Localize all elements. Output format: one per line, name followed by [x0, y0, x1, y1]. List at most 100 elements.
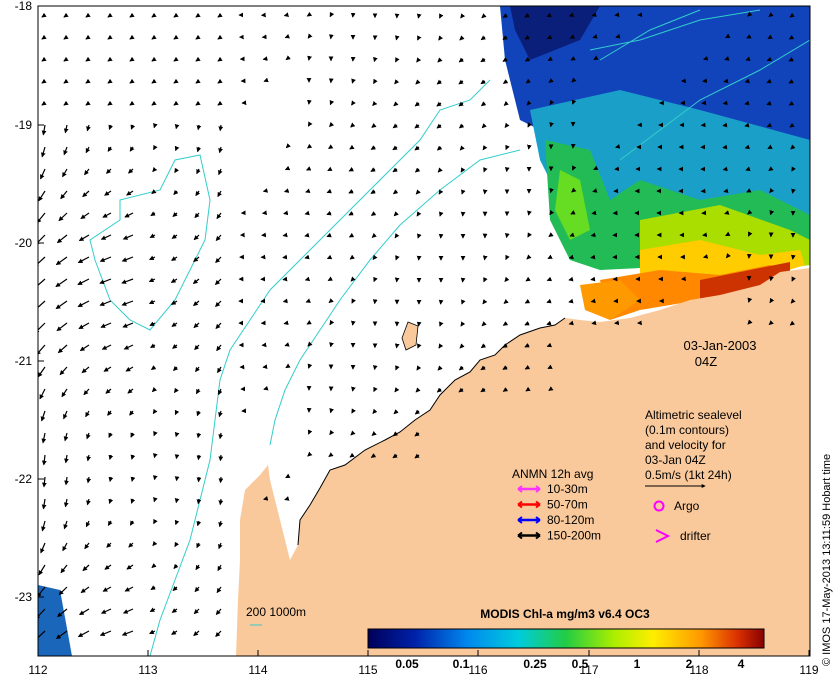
- velocity-arrow: [481, 321, 487, 327]
- velocity-arrow: [122, 322, 134, 328]
- velocity-arrow: [122, 608, 134, 614]
- velocity-arrow: [195, 34, 201, 40]
- velocity-arrow: [460, 167, 466, 173]
- velocity-arrow: [41, 12, 47, 18]
- velocity-arrow: [373, 56, 378, 63]
- velocity-arrow: [307, 451, 313, 457]
- velocity-arrow: [395, 57, 400, 63]
- velocity-arrow: [195, 366, 200, 373]
- velocity-arrow: [85, 520, 91, 528]
- velocity-arrow: [767, 144, 773, 150]
- velocity-arrow: [395, 255, 400, 261]
- velocity-arrow: [307, 341, 313, 347]
- velocity-arrow: [151, 56, 157, 62]
- velocity-arrow: [304, 210, 310, 216]
- x-tick-label: 115: [358, 663, 377, 677]
- velocity-arrow: [195, 78, 201, 84]
- velocity-arrow: [195, 56, 201, 62]
- velocity-arrow: [217, 100, 223, 106]
- velocity-arrow: [80, 586, 90, 594]
- anmn-arrowhead-2: [517, 516, 541, 524]
- velocity-arrow: [502, 365, 508, 370]
- velocity-arrow: [392, 189, 399, 195]
- velocity-arrow: [63, 146, 68, 156]
- velocity-arrow: [41, 520, 46, 532]
- velocity-arrow: [590, 254, 596, 260]
- velocity-arrow: [373, 78, 378, 85]
- velocity-arrow: [767, 34, 773, 40]
- velocity-arrow: [41, 432, 47, 444]
- velocity-arrow: [151, 386, 158, 393]
- velocity-arrow: [85, 12, 91, 18]
- velocity-arrow: [590, 298, 596, 304]
- velocity-arrow: [285, 363, 291, 369]
- velocity-arrow: [84, 168, 90, 176]
- velocity-arrow: [196, 168, 201, 175]
- velocity-arrow: [548, 78, 554, 83]
- velocity-arrow: [525, 276, 531, 282]
- velocity-arrow: [152, 540, 158, 547]
- velocity-arrow: [349, 254, 355, 260]
- velocity-arrow: [438, 189, 444, 195]
- velocity-arrow: [768, 166, 774, 172]
- velocity-arrow: [107, 520, 113, 526]
- velocity-arrow: [591, 12, 597, 18]
- x-tick-label: 114: [248, 663, 267, 677]
- velocity-arrow: [744, 78, 750, 84]
- velocity-arrow: [328, 298, 334, 304]
- velocity-arrow: [77, 630, 90, 638]
- velocity-arrow: [592, 188, 598, 193]
- velocity-arrow: [172, 585, 178, 591]
- velocity-arrow: [215, 300, 222, 308]
- velocity-arrow: [150, 343, 156, 349]
- velocity-arrow: [38, 256, 46, 268]
- velocity-arrow: [64, 476, 69, 486]
- velocity-arrow: [349, 144, 355, 150]
- velocity-arrow: [768, 12, 774, 18]
- velocity-arrow: [77, 256, 90, 264]
- velocity-arrow: [593, 55, 599, 61]
- velocity-arrow: [55, 256, 68, 266]
- velocity-arrow: [438, 211, 444, 217]
- velocity-arrow: [150, 585, 156, 591]
- velocity-arrow: [458, 365, 465, 371]
- velocity-arrow: [174, 454, 180, 460]
- velocity-arrow: [480, 343, 487, 349]
- velocity-arrow: [569, 232, 575, 237]
- velocity-arrow: [151, 100, 157, 106]
- velocity-arrow: [217, 366, 222, 374]
- velocity-arrow: [100, 234, 112, 240]
- velocity-arrow: [722, 144, 728, 150]
- velocity-arrow: [55, 300, 68, 310]
- velocity-arrow: [504, 122, 510, 128]
- velocity-arrow: [174, 145, 180, 152]
- velocity-arrow: [63, 56, 69, 62]
- velocity-arrow: [747, 319, 753, 325]
- plot-frame: [37, 5, 811, 657]
- velocity-arrow: [171, 608, 178, 613]
- velocity-arrow: [85, 410, 90, 418]
- velocity-arrow: [41, 78, 47, 84]
- velocity-arrow: [174, 431, 180, 438]
- velocity-arrow: [502, 343, 508, 348]
- velocity-arrow: [524, 56, 531, 62]
- velocity-arrow: [171, 234, 178, 239]
- velocity-arrow: [218, 432, 224, 440]
- y-tick-label: -21: [15, 354, 33, 368]
- velocity-arrow: [107, 100, 113, 106]
- velocity-arrow: [788, 79, 794, 84]
- velocity-arrow: [502, 79, 509, 84]
- velocity-arrow: [417, 343, 422, 349]
- velocity-arrow: [38, 322, 46, 334]
- velocity-arrow: [329, 429, 335, 436]
- velocity-arrow: [547, 364, 553, 370]
- velocity-arrow: [40, 168, 46, 180]
- velocity-arrow: [524, 364, 531, 370]
- velocity-arrow: [326, 232, 332, 238]
- velocity-arrow: [788, 57, 794, 62]
- sealevel-line-2: (0.1m contours): [645, 423, 729, 437]
- velocity-arrow: [217, 190, 222, 198]
- y-axis: -18 -19 -20 -21 -22 -23: [15, 0, 44, 604]
- velocity-arrow: [78, 322, 90, 330]
